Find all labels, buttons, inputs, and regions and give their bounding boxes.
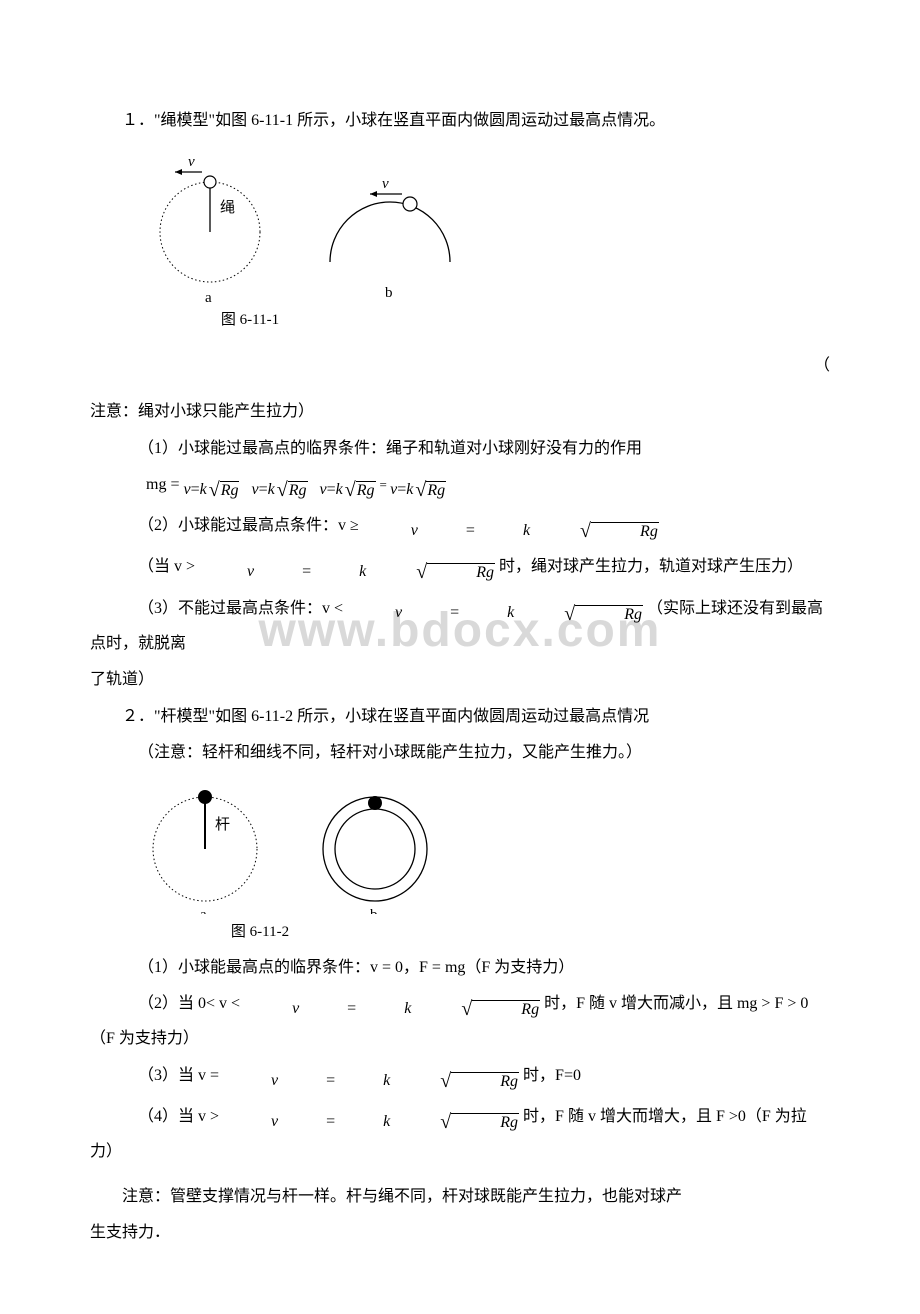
formula-6: v = k √Rg <box>199 557 495 587</box>
fig1-b-label: b <box>385 285 393 301</box>
s2-4: （4）当 v > v = k √Rg 时，F 随 v 增大而增大，且 F >0（… <box>90 1102 830 1168</box>
formula-8: v = k √Rg <box>244 994 540 1024</box>
s1-2: （2）小球能过最高点条件：v ≥ v = k √Rg <box>90 511 830 546</box>
eq-under: = <box>380 477 391 492</box>
s1-2b: （当 v > v = k √Rg 时，绳对球产生拉力，轨道对球产生压力） <box>90 552 830 587</box>
para-2-note: （注意：轻杆和细线不同，轻杆对小球既能产生拉力，又能产生推力。） <box>90 738 830 768</box>
s1-1b: mg = v = k √Rg v = k √Rg v = k √Rg = v =… <box>90 470 830 505</box>
s2-3: （3）当 v = v = k √Rg 时，F=0 <box>90 1061 830 1096</box>
para-1: １．"绳模型"如图 6-11-1 所示，小球在竖直平面内做圆周运动过最高点情况。 <box>90 106 830 136</box>
s2-1: （1）小球能最高点的临界条件：v = 0，F = mg（F 为支持力） <box>90 953 830 983</box>
fig1-rope-label: 绳 <box>220 199 235 216</box>
figure-6-11-1: v 绳 a v b 图 6-11-1 <box>90 142 830 335</box>
fig2-caption: 图 6-11-2 <box>130 918 390 947</box>
mg-equals: mg = <box>146 476 179 493</box>
s2-2: （2）当 0< v < v = k √Rg 时，F 随 v 增大而减小，且 mg… <box>90 989 830 1055</box>
fig2-b-label: b <box>370 907 378 914</box>
formula-1: v = k √Rg <box>183 475 239 505</box>
fig1-v-label-a: v <box>188 154 195 170</box>
s1-1: （1）小球能过最高点的临界条件：绳子和轨道对小球刚好没有力的作用 <box>90 434 830 464</box>
formula-9: v = k √Rg <box>223 1066 519 1096</box>
fig2-a-label: a <box>200 907 207 914</box>
s1-3b: 了轨道） <box>90 665 830 695</box>
formula-2: v = k √Rg <box>251 475 307 505</box>
note1-paren: （ <box>90 351 830 381</box>
formula-3: v = k √Rg <box>320 475 376 505</box>
note1: 注意：绳对小球只能产生拉力） <box>90 397 830 427</box>
formula-7: v = k √Rg <box>347 598 643 628</box>
formula-5: v = k √Rg <box>363 516 659 546</box>
fig1-a-label: a <box>205 290 212 302</box>
figure-6-11-2: 杆 a b 图 6-11-2 <box>90 774 830 947</box>
para-2: ２．"杆模型"如图 6-11-2 所示，小球在竖直平面内做圆周运动过最高点情况 <box>90 702 830 732</box>
fig1-caption: 图 6-11-1 <box>140 306 360 335</box>
final-note-2: 生支持力． <box>90 1218 830 1248</box>
formula-4: v = k √Rg <box>390 475 446 505</box>
fig1-v-label-b: v <box>382 176 389 192</box>
final-note-1: 注意：管壁支撑情况与杆一样。杆与绳不同，杆对球既能产生拉力，也能对球产 <box>90 1182 830 1212</box>
s1-3: （3）不能过最高点条件：v < v = k √Rg （实际上球还没有到最高点时，… <box>90 594 830 660</box>
formula-10: v = k √Rg <box>223 1107 519 1137</box>
fig2-rod-label: 杆 <box>215 816 230 833</box>
